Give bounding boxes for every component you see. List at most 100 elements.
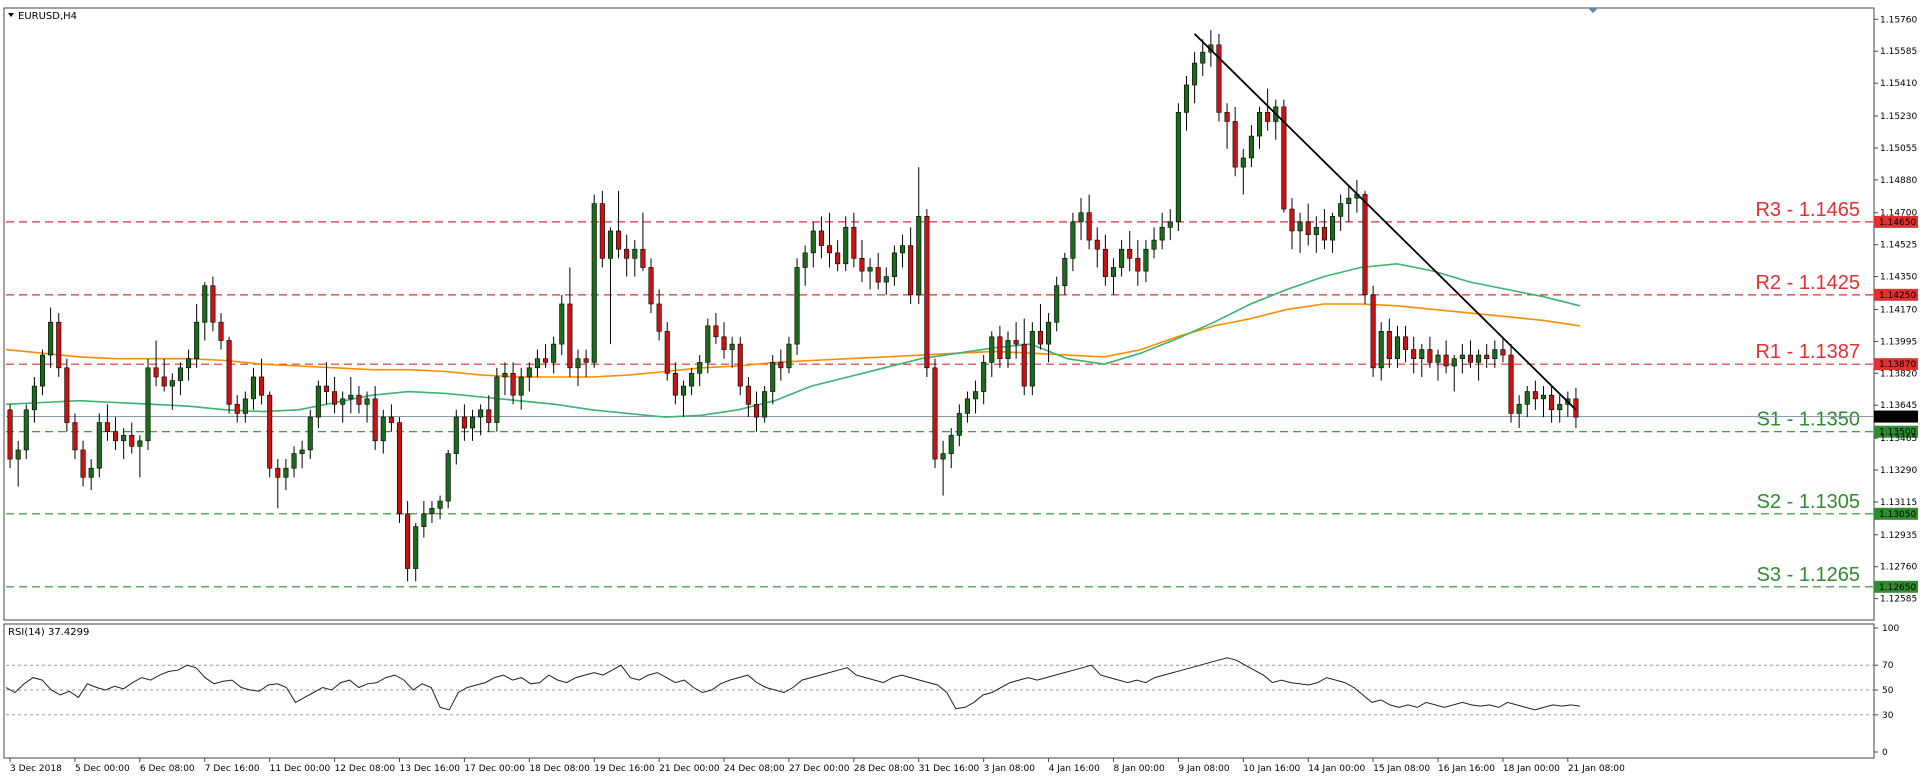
candle-bull <box>1192 62 1198 86</box>
price-tick-label: 1.13820 <box>1880 369 1917 379</box>
time-tick-label: 24 Dec 08:00 <box>724 764 785 774</box>
candle-bear <box>1532 391 1538 400</box>
candle-bear <box>1037 331 1043 345</box>
rsi-tick-label: 100 <box>1882 624 1899 634</box>
time-tick-label: 11 Dec 00:00 <box>270 764 331 774</box>
level-tag-text-s2: 1.13050 <box>1879 510 1916 520</box>
candle-bear <box>1224 112 1230 122</box>
candle-bull <box>1256 112 1263 137</box>
candle-bull <box>1524 391 1530 405</box>
candle-bear <box>859 258 865 272</box>
candle-bear <box>1021 343 1027 387</box>
candle-bear <box>599 203 605 259</box>
candle-bull <box>1394 336 1400 360</box>
time-tick-label: 21 Dec 00:00 <box>659 764 720 774</box>
candle-bull <box>23 409 29 451</box>
candle-bull <box>202 285 208 323</box>
descending-trendline <box>1193 33 1577 411</box>
candle-bull <box>1451 358 1457 367</box>
level-label-r3: R3 - 1.1465 <box>1755 199 1860 221</box>
price-tick-label: 1.12935 <box>1880 531 1917 541</box>
candle-bull <box>729 343 735 350</box>
candle-bear <box>64 367 70 423</box>
candle-bull <box>1240 157 1246 168</box>
candle-bull <box>137 440 143 447</box>
candle-bear <box>405 513 411 569</box>
candle-bear <box>1508 354 1514 414</box>
candle-bull <box>956 413 962 436</box>
candle-bull <box>1338 203 1344 217</box>
candle-bear <box>259 376 265 396</box>
time-tick-label: 7 Dec 16:00 <box>205 764 260 774</box>
candle-bull <box>48 321 54 356</box>
candlesticks <box>7 30 1579 582</box>
candle-bear <box>745 385 751 405</box>
candle-bull <box>437 500 443 509</box>
candle-bull <box>1516 404 1522 414</box>
level-tag-r2 <box>1874 288 1918 301</box>
candle-bull <box>680 385 687 396</box>
time-tick-label: 3 Dec 2018 <box>10 764 62 774</box>
price-tick-label: 1.15230 <box>1880 112 1917 122</box>
candle-bear <box>1289 208 1295 232</box>
candle-bear <box>997 336 1003 360</box>
candle-bull <box>762 391 768 418</box>
candle-bull <box>169 380 175 387</box>
candle-bull <box>1540 394 1547 400</box>
level-lines: R3 - 1.1465 1.14650 R2 - 1.1425 1.14250 R1 -… <box>6 199 1918 593</box>
time-tick-label: 16 Jan 16:00 <box>1438 764 1495 774</box>
candle-bull <box>689 373 695 387</box>
candle-bull <box>194 321 200 360</box>
candle-bull <box>1159 227 1165 241</box>
candle-bull <box>1476 354 1482 363</box>
candle-bear <box>656 303 662 332</box>
candle-bear <box>372 398 378 442</box>
candle-bear <box>1321 227 1327 241</box>
candle-bear <box>932 367 938 460</box>
price-tick-label: 1.13465 <box>1880 434 1917 444</box>
candle-bull <box>1183 84 1190 113</box>
candle-bull <box>315 385 321 418</box>
trendline-layer <box>1193 33 1577 411</box>
level-label-r1: R1 - 1.1387 <box>1755 341 1860 363</box>
candle-bear <box>1500 349 1506 356</box>
candle-bull <box>283 467 289 478</box>
candle-bear <box>486 409 492 423</box>
scroll-marker-icon <box>1588 8 1598 13</box>
candle-bull <box>1062 258 1068 287</box>
candle-bull <box>177 367 183 381</box>
candle-bull <box>607 230 613 259</box>
candle-bear <box>112 431 119 442</box>
candle-bull <box>705 325 711 363</box>
candle-bull <box>981 362 987 392</box>
candle-bull <box>575 358 581 369</box>
candle-bull <box>632 248 638 259</box>
dropdown-triangle-icon[interactable] <box>8 13 14 17</box>
price-tick-label: 1.12585 <box>1880 595 1917 605</box>
candle-bear <box>753 404 760 418</box>
candle-bear <box>835 252 841 265</box>
candle-bear <box>583 358 589 363</box>
candle-bull <box>242 398 248 414</box>
candle-bear <box>80 449 86 478</box>
candle-bear <box>875 267 881 283</box>
candle-bull <box>534 358 540 369</box>
candle-bull <box>1078 212 1084 223</box>
candle-bull <box>307 416 313 451</box>
candle-bear <box>826 245 833 254</box>
candle-bull <box>1492 349 1498 360</box>
time-tick-label: 18 Dec 08:00 <box>529 764 590 774</box>
candle-bull <box>494 376 500 423</box>
time-tick-label: 19 Dec 16:00 <box>594 764 655 774</box>
level-label-r2: R2 - 1.1425 <box>1755 272 1860 294</box>
candle-bull <box>1435 354 1441 363</box>
candle-bear <box>778 362 784 369</box>
rsi-layer: 100 70 50 30 0 <box>5 624 1899 758</box>
candle-bear <box>129 435 135 447</box>
candle-bear <box>396 422 403 515</box>
price-tick-label: 1.14525 <box>1880 241 1917 251</box>
time-tick-label: 12 Dec 08:00 <box>335 764 396 774</box>
candle-bull <box>518 376 524 396</box>
candle-bull <box>1167 221 1173 228</box>
